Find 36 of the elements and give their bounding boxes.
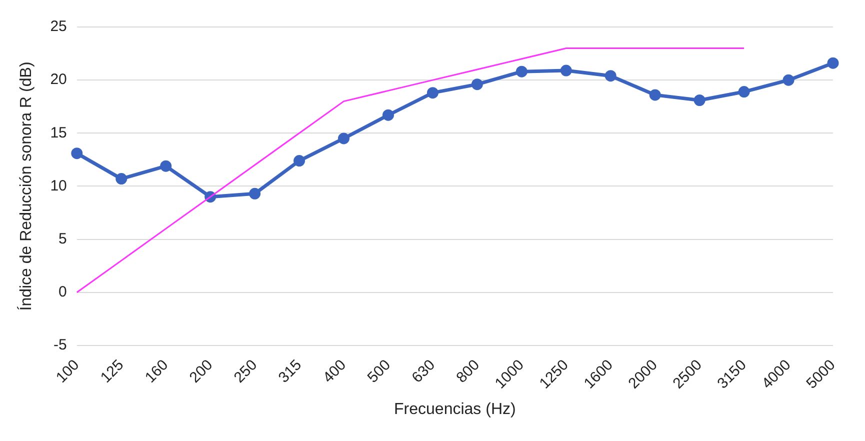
point [71, 148, 83, 160]
x-tick-label: 160 [142, 356, 172, 386]
x-axis-title: Frecuencias (Hz) [394, 400, 516, 418]
x-tick-label: 125 [97, 356, 128, 386]
x-tick-label: 200 [186, 356, 216, 386]
point [338, 132, 350, 144]
point [294, 155, 306, 167]
point [560, 64, 572, 76]
y-tick-label: 20 [50, 71, 67, 88]
point [160, 160, 172, 172]
y-tick-label: 0 [58, 284, 67, 301]
point [116, 173, 128, 185]
y-axis-title: Índice de Reducción sonora R (dB) [17, 62, 36, 311]
point [382, 109, 394, 121]
point [738, 86, 750, 98]
x-tick-label: 315 [275, 356, 306, 386]
x-tick-label: 630 [408, 356, 438, 386]
x-tick-label: 800 [453, 356, 483, 386]
point [694, 94, 706, 106]
point [426, 87, 438, 99]
point [516, 66, 528, 78]
point [827, 57, 839, 69]
point [471, 78, 483, 90]
y-tick-label: -5 [54, 336, 67, 354]
x-tick-label: 500 [364, 356, 394, 386]
point [782, 74, 794, 86]
y-tick-label: 5 [58, 230, 67, 248]
y-tick-label: 10 [50, 177, 67, 194]
y-tick-label: 15 [50, 124, 67, 142]
y-tick-label: 25 [50, 18, 67, 36]
x-tick-label: 250 [230, 356, 261, 386]
point [249, 188, 261, 200]
point [604, 70, 616, 82]
x-tick-label: 400 [320, 356, 350, 386]
point [649, 89, 661, 101]
x-tick-label: 100 [52, 356, 83, 386]
